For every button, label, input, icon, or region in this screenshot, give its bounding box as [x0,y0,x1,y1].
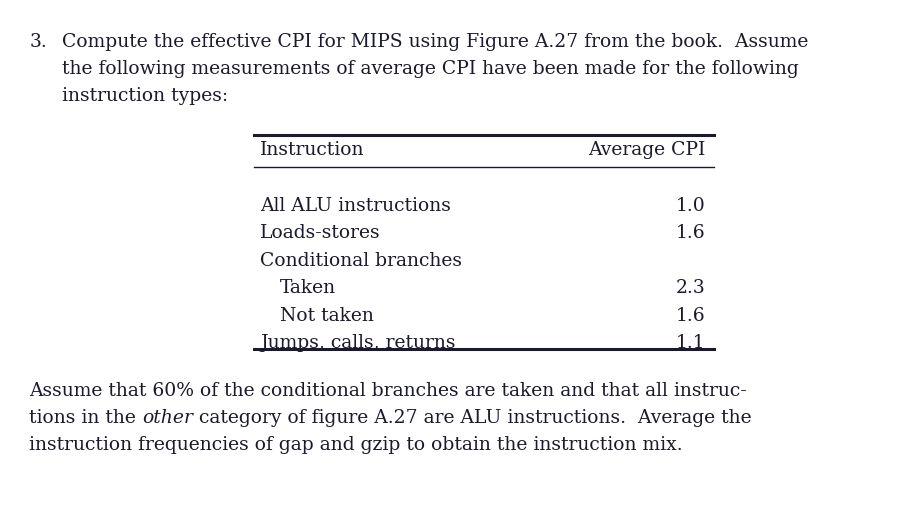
Text: Not taken: Not taken [280,306,374,325]
Text: 3.: 3. [29,33,47,51]
Text: Instruction: Instruction [260,141,364,159]
Text: Assume that 60% of the conditional branches are taken and that all instruc-: Assume that 60% of the conditional branc… [29,382,747,400]
Text: Conditional branches: Conditional branches [260,251,462,270]
Text: instruction types:: instruction types: [62,87,228,105]
Text: Taken: Taken [280,279,336,297]
Text: 2.3: 2.3 [676,279,706,297]
Text: instruction frequencies of gap and gzip to obtain the instruction mix.: instruction frequencies of gap and gzip … [29,436,683,454]
Text: the following measurements of average CPI have been made for the following: the following measurements of average CP… [62,60,799,78]
Text: 1.1: 1.1 [677,334,706,352]
Text: Jumps, calls, returns: Jumps, calls, returns [260,334,456,352]
Text: category of figure A.27 are ALU instructions.  Average the: category of figure A.27 are ALU instruct… [193,409,751,427]
Text: 1.6: 1.6 [677,224,706,242]
Text: Average CPI: Average CPI [588,141,706,159]
Text: 1.6: 1.6 [677,306,706,325]
Text: 1.0: 1.0 [676,197,706,215]
Text: Loads-stores: Loads-stores [260,224,381,242]
Text: All ALU instructions: All ALU instructions [260,197,451,215]
Text: tions in the: tions in the [29,409,142,427]
Text: Compute the effective CPI for MIPS using Figure A.27 from the book.  Assume: Compute the effective CPI for MIPS using… [62,33,808,51]
Text: other: other [142,409,193,427]
